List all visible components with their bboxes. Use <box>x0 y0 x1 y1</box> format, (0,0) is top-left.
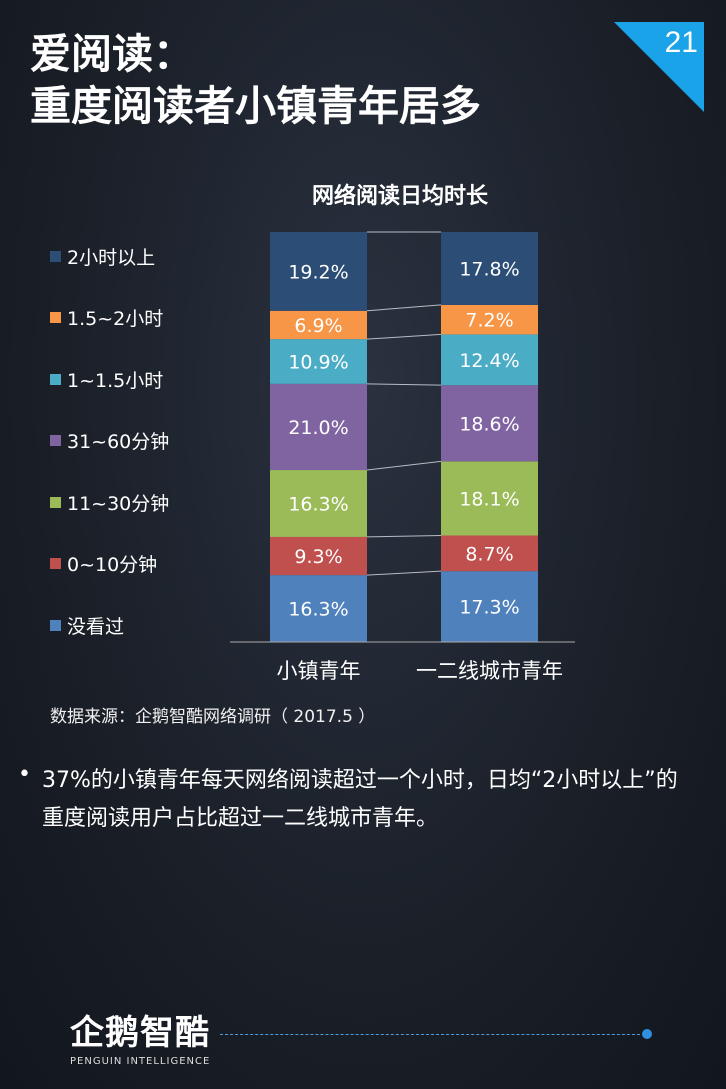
footer-dot-icon <box>642 1029 652 1039</box>
page-title-line1: 爱阅读： <box>30 30 194 78</box>
bar-value-label: 21.0% <box>288 417 348 439</box>
bar-segment <box>441 385 538 462</box>
bar-segment <box>270 536 367 576</box>
legend-swatch <box>50 496 61 508</box>
bar-segment <box>270 339 367 384</box>
legend-item: 0~10分钟 <box>50 553 158 576</box>
bar-segment <box>270 383 367 471</box>
legend-swatch <box>50 250 61 262</box>
x-tick-label: 小镇青年 <box>277 659 361 683</box>
footer-divider <box>220 1034 645 1035</box>
bar-value-label: 18.6% <box>459 413 519 435</box>
bar-segment <box>441 535 538 572</box>
legend-label: 31~60分钟 <box>67 431 170 453</box>
bar-value-label: 17.8% <box>459 258 519 280</box>
page-title-line2: 重度阅读者小镇青年居多 <box>30 82 481 130</box>
legend-swatch <box>50 619 61 631</box>
connector-line <box>366 460 442 471</box>
bar-segment <box>441 304 538 335</box>
bar-value-label: 10.9% <box>288 351 348 373</box>
bar-value-label: 7.2% <box>465 310 513 332</box>
legend-item: 1~1.5小时 <box>50 368 164 392</box>
bar-value-label: 9.3% <box>294 546 342 568</box>
legend-label: 没看过 <box>67 615 125 638</box>
x-tick-label: 一二线城市青年 <box>416 659 563 683</box>
logo-name: 企鹅智酷 <box>70 1013 210 1053</box>
legend-item: 1.5~2小时 <box>50 307 164 330</box>
bar-value-label: 6.9% <box>294 315 342 337</box>
bar-value-label: 12.4% <box>459 350 519 372</box>
connector-line <box>366 570 442 576</box>
connector-line <box>366 383 442 386</box>
legend-label: 0~10分钟 <box>67 554 158 576</box>
bar-value-label: 18.1% <box>459 488 519 510</box>
stacked-bar-chart: 16.3% 9.3% 16.3% 21.0% 10.9% 6.9% 19.2% 17.3% 8.… <box>230 231 575 683</box>
legend-label: 1.5~2小时 <box>67 308 164 330</box>
legend-swatch <box>50 312 61 323</box>
legend-swatch <box>50 373 61 385</box>
bar-segment <box>441 232 538 305</box>
bar-segment <box>441 571 538 642</box>
bullet-icon: • <box>18 762 31 787</box>
legend-item: 31~60分钟 <box>50 430 170 453</box>
bar-segment <box>270 310 367 340</box>
bar-value-label: 16.3% <box>288 493 348 515</box>
data-source: 数据来源：企鹅智酷网络调研（ 2017.5 ） <box>50 707 376 727</box>
bar-value-label: 16.3% <box>288 599 348 621</box>
connector-line <box>366 333 442 340</box>
logo: 企鹅智酷 PENGUIN INTELLIGENCE <box>70 1005 210 1067</box>
chart-title: 网络阅读日均时长 <box>311 184 488 209</box>
bar-value-label: 17.3% <box>459 597 519 619</box>
legend-item: 2小时以上 <box>50 245 156 269</box>
bar-segment <box>270 232 367 311</box>
page-title: 爱阅读： 重度阅读者小镇青年居多 <box>30 28 481 132</box>
legend-label: 2小时以上 <box>67 246 156 269</box>
legend-label: 11~30分钟 <box>67 492 170 515</box>
bar-segment <box>441 334 538 386</box>
logo-tagline: PENGUIN INTELLIGENCE <box>70 1056 211 1067</box>
legend-swatch <box>50 558 61 569</box>
bar-segment <box>270 470 367 537</box>
connector-line <box>366 535 442 538</box>
page-corner-triangle <box>614 22 704 112</box>
legend-item: 没看过 <box>50 614 125 638</box>
bar-segment <box>270 575 367 642</box>
bar-value-label: 19.2% <box>288 261 348 283</box>
summary-note: 37%的小镇青年每天网络阅读超过一个小时，日均“2小时以上”的重度阅读用户占比超… <box>42 768 678 831</box>
bar-segment <box>441 461 538 536</box>
legend-swatch <box>50 435 61 446</box>
legend-label: 1~1.5小时 <box>67 369 164 392</box>
legend-item: 11~30分钟 <box>50 491 170 515</box>
bar-value-label: 8.7% <box>465 543 513 565</box>
connector-line <box>366 304 442 312</box>
page-number: 21 <box>664 26 698 59</box>
